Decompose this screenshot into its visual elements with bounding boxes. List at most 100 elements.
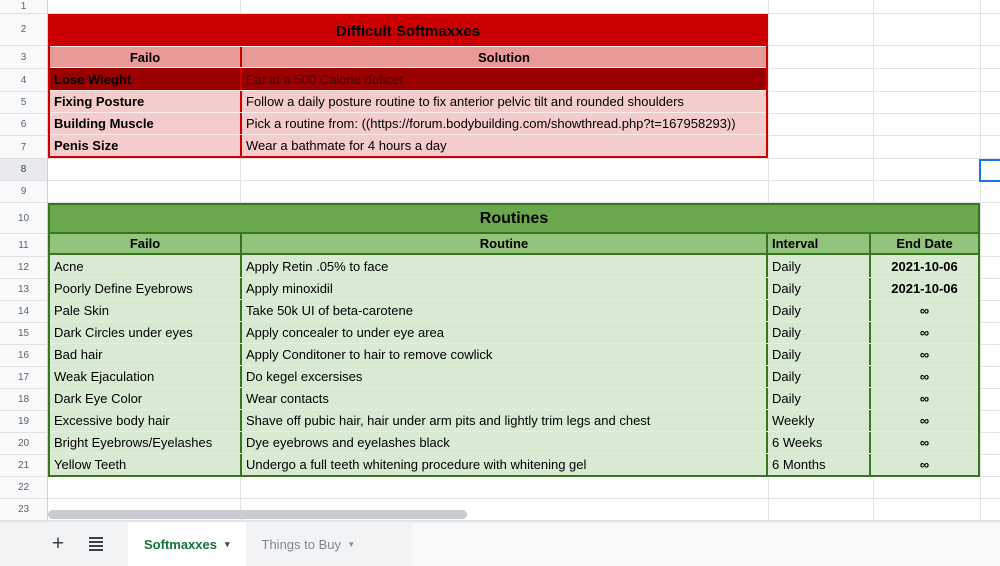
row-header-5[interactable]: 5 <box>0 92 48 114</box>
row-header-19[interactable]: 19 <box>0 411 48 433</box>
routine-routine-cell[interactable]: Dye eyebrows and eyelashes black <box>240 432 766 453</box>
routine-end-date-cell[interactable]: ∞ <box>869 322 978 343</box>
routine-failo-cell[interactable]: Bad hair <box>50 344 240 365</box>
routine-interval-cell[interactable]: Daily <box>766 388 869 409</box>
routine-failo-cell[interactable]: Pale Skin <box>50 300 240 321</box>
difficult-header-solution[interactable]: Solution <box>240 47 766 67</box>
routine-failo-cell[interactable]: Bright Eyebrows/Eyelashes <box>50 432 240 453</box>
row-header-12[interactable]: 12 <box>0 257 48 279</box>
routine-end-date-cell[interactable]: ∞ <box>869 366 978 387</box>
routine-failo-cell[interactable]: Acne <box>50 255 240 277</box>
grid-row[interactable] <box>48 181 1000 203</box>
row-header-11[interactable]: 11 <box>0 234 48 257</box>
grid-row[interactable] <box>48 0 1000 14</box>
row-header-20[interactable]: 20 <box>0 433 48 455</box>
difficult-solution-cell[interactable]: Follow a daily posture routine to fix an… <box>240 91 766 112</box>
row-header-14[interactable]: 14 <box>0 301 48 323</box>
routine-failo-cell[interactable]: Poorly Define Eyebrows <box>50 278 240 299</box>
routine-routine-cell[interactable]: Undergo a full teeth whitening procedure… <box>240 454 766 475</box>
difficult-failo-cell[interactable]: Fixing Posture <box>50 91 240 112</box>
routine-interval-cell[interactable]: Daily <box>766 344 869 365</box>
row-header-3[interactable]: 3 <box>0 46 48 69</box>
row-header-16[interactable]: 16 <box>0 345 48 367</box>
routine-row: Dark Circles under eyesApply concealer t… <box>50 321 978 343</box>
routine-end-date-cell[interactable]: ∞ <box>869 432 978 453</box>
row-header-17[interactable]: 17 <box>0 367 48 389</box>
routine-routine-cell[interactable]: Apply minoxidil <box>240 278 766 299</box>
difficult-softmaxxes-table: Difficult Softmaxxes Failo Solution Lose… <box>48 14 768 158</box>
selected-cell-outline[interactable] <box>979 159 1000 182</box>
routine-interval-cell[interactable]: 6 Weeks <box>766 432 869 453</box>
routine-routine-cell[interactable]: Apply Conditoner to hair to remove cowli… <box>240 344 766 365</box>
routine-failo-cell[interactable]: Dark Eye Color <box>50 388 240 409</box>
routines-header-end-date[interactable]: End Date <box>869 234 978 255</box>
row-header-15[interactable]: 15 <box>0 323 48 345</box>
routine-interval-cell[interactable]: 6 Months <box>766 454 869 475</box>
routine-failo-cell[interactable]: Excessive body hair <box>50 410 240 431</box>
difficult-failo-cell[interactable]: Penis Size <box>50 135 240 156</box>
routine-failo-cell[interactable]: Yellow Teeth <box>50 454 240 475</box>
difficult-failo-cell[interactable]: Building Muscle <box>50 113 240 134</box>
routines-header-routine[interactable]: Routine <box>240 234 766 255</box>
sheet-tab-label: Things to Buy <box>262 537 342 552</box>
grid-row[interactable] <box>48 477 1000 499</box>
routine-end-date-cell[interactable]: 2021-10-06 <box>869 255 978 277</box>
routine-end-date-cell[interactable]: ∞ <box>869 300 978 321</box>
difficult-row: Lose WieghtEat at a 500 Calorie deficet <box>50 67 766 90</box>
routine-routine-cell[interactable]: Apply concealer to under eye area <box>240 322 766 343</box>
routine-end-date-cell[interactable]: ∞ <box>869 410 978 431</box>
routine-routine-cell[interactable]: Wear contacts <box>240 388 766 409</box>
routine-row: Yellow TeethUndergo a full teeth whiteni… <box>50 453 978 475</box>
difficult-header-failo[interactable]: Failo <box>50 47 240 67</box>
all-sheets-icon[interactable] <box>78 522 114 566</box>
difficult-solution-cell[interactable]: Eat at a 500 Calorie deficet <box>240 68 766 90</box>
row-header-23[interactable]: 23 <box>0 499 48 521</box>
row-header-8[interactable]: 8 <box>0 159 48 181</box>
row-header-7[interactable]: 7 <box>0 136 48 159</box>
row-header-22[interactable]: 22 <box>0 477 48 499</box>
sheet-tab-things-to-buy[interactable]: Things to Buy ▾ <box>246 522 370 566</box>
add-sheet-icon[interactable]: + <box>38 522 78 566</box>
routine-end-date-cell[interactable]: 2021-10-06 <box>869 278 978 299</box>
routine-end-date-cell[interactable]: ∞ <box>869 344 978 365</box>
routine-end-date-cell[interactable]: ∞ <box>869 454 978 475</box>
routine-routine-cell[interactable]: Do kegel excersises <box>240 366 766 387</box>
tab-bar-filler <box>412 523 1000 566</box>
routine-interval-cell[interactable]: Daily <box>766 300 869 321</box>
routine-routine-cell[interactable]: Shave off pubic hair, hair under arm pit… <box>240 410 766 431</box>
difficult-table-title[interactable]: Difficult Softmaxxes <box>50 16 766 46</box>
row-header-18[interactable]: 18 <box>0 389 48 411</box>
routine-failo-cell[interactable]: Weak Ejaculation <box>50 366 240 387</box>
routine-interval-cell[interactable]: Daily <box>766 322 869 343</box>
routine-interval-cell[interactable]: Weekly <box>766 410 869 431</box>
row-header-6[interactable]: 6 <box>0 114 48 136</box>
difficult-solution-cell[interactable]: Wear a bathmate for 4 hours a day <box>240 135 766 156</box>
row-header-21[interactable]: 21 <box>0 455 48 477</box>
routine-interval-cell[interactable]: Daily <box>766 366 869 387</box>
routine-routine-cell[interactable]: Apply Retin .05% to face <box>240 255 766 277</box>
routines-header-failo[interactable]: Failo <box>50 234 240 255</box>
grid-row[interactable] <box>48 159 1000 181</box>
row-header-13[interactable]: 13 <box>0 279 48 301</box>
row-header-2[interactable]: 2 <box>0 14 48 46</box>
routine-failo-cell[interactable]: Dark Circles under eyes <box>50 322 240 343</box>
row-header-10[interactable]: 10 <box>0 203 48 234</box>
routine-interval-cell[interactable]: Daily <box>766 278 869 299</box>
routine-end-date-cell[interactable]: ∞ <box>869 388 978 409</box>
routines-table-title[interactable]: Routines <box>50 205 978 234</box>
routines-table-body: AcneApply Retin .05% to faceDaily2021-10… <box>50 255 978 475</box>
tab-dropdown-arrow-icon[interactable]: ▾ <box>349 540 354 549</box>
routines-header-row: Failo Routine Interval End Date <box>50 234 978 255</box>
sheet-tab-softmaxxes[interactable]: Softmaxxes▾ <box>128 522 246 566</box>
row-header-1[interactable]: 1 <box>0 0 48 14</box>
routine-interval-cell[interactable]: Daily <box>766 255 869 277</box>
routine-row: Poorly Define EyebrowsApply minoxidilDai… <box>50 277 978 299</box>
horizontal-scrollbar-thumb[interactable] <box>48 510 467 519</box>
difficult-failo-cell[interactable]: Lose Wieght <box>50 68 240 90</box>
routine-routine-cell[interactable]: Take 50k UI of beta-carotene <box>240 300 766 321</box>
row-header-9[interactable]: 9 <box>0 181 48 203</box>
tab-dropdown-arrow-icon[interactable]: ▾ <box>225 540 230 549</box>
difficult-solution-cell[interactable]: Pick a routine from: ((https://forum.bod… <box>240 113 766 134</box>
row-header-4[interactable]: 4 <box>0 69 48 92</box>
routines-header-interval[interactable]: Interval <box>766 234 869 255</box>
